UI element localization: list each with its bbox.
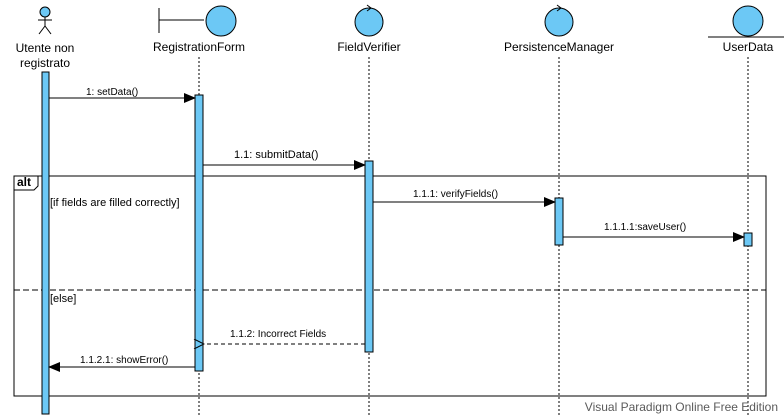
message-setdata[interactable]: 1: setData() — [49, 87, 196, 103]
control-icon — [544, 4, 574, 37]
entity-icon — [708, 5, 784, 38]
message-verifyfields[interactable]: 1.1.1: verifyFields() — [373, 189, 556, 207]
fragment-guard-1: [if fields are filled correctly] — [50, 197, 180, 209]
message-label: 1: setData() — [86, 87, 138, 98]
actor-label-line1: Utente non — [16, 41, 75, 55]
participant-label: FieldVerifier — [337, 40, 400, 54]
participant-label: RegistrationForm — [153, 40, 245, 54]
message-showerror[interactable]: 1.1.2.1: showError() — [48, 355, 195, 372]
message-label: 1.1.2.1: showError() — [80, 355, 168, 366]
boundary-icon — [158, 5, 237, 37]
message-incorrect-fields[interactable]: 1.1.2: Incorrect Fields — [204, 329, 365, 344]
fragment-operator-tab — [13, 175, 39, 191]
participant-registrationform[interactable]: RegistrationForm — [153, 5, 245, 54]
participant-label: PersistenceManager — [504, 40, 614, 54]
activation-registrationform — [194, 94, 204, 372]
participant-persistencemanager[interactable]: PersistenceManager — [504, 4, 614, 54]
watermark-text: Visual Paradigm Online Free Edition — [585, 400, 778, 414]
control-icon — [354, 4, 384, 37]
alt-fragment[interactable]: alt [if fields are filled correctly] [el… — [13, 175, 767, 397]
participant-fieldverifier[interactable]: FieldVerifier — [337, 4, 401, 54]
message-label: 1.1.2: Incorrect Fields — [230, 329, 326, 340]
message-submitdata[interactable]: 1.1: submitData() — [203, 149, 366, 170]
actor-utente[interactable]: Utente non registrato — [16, 6, 75, 70]
activations — [41, 71, 753, 415]
activation-userdata — [743, 232, 753, 247]
participant-label: UserData — [723, 40, 774, 54]
message-label: 1.1.1: verifyFields() — [413, 189, 498, 200]
fragment-guard-2: [else] — [50, 293, 76, 305]
activation-fieldverifier — [364, 160, 374, 353]
message-saveuser[interactable]: 1.1.1.1:saveUser() — [563, 222, 745, 242]
fragment-frame — [13, 175, 767, 397]
actor-label-line2: registrato — [20, 56, 70, 70]
message-label: 1.1.1.1:saveUser() — [604, 222, 686, 233]
fragment-operator: alt — [17, 175, 31, 189]
message-label: 1.1: submitData() — [234, 149, 318, 161]
activation-persistencemanager — [554, 197, 564, 246]
activation-utente — [41, 71, 50, 415]
actor-icon — [38, 6, 52, 35]
participant-userdata[interactable]: UserData — [708, 5, 784, 54]
